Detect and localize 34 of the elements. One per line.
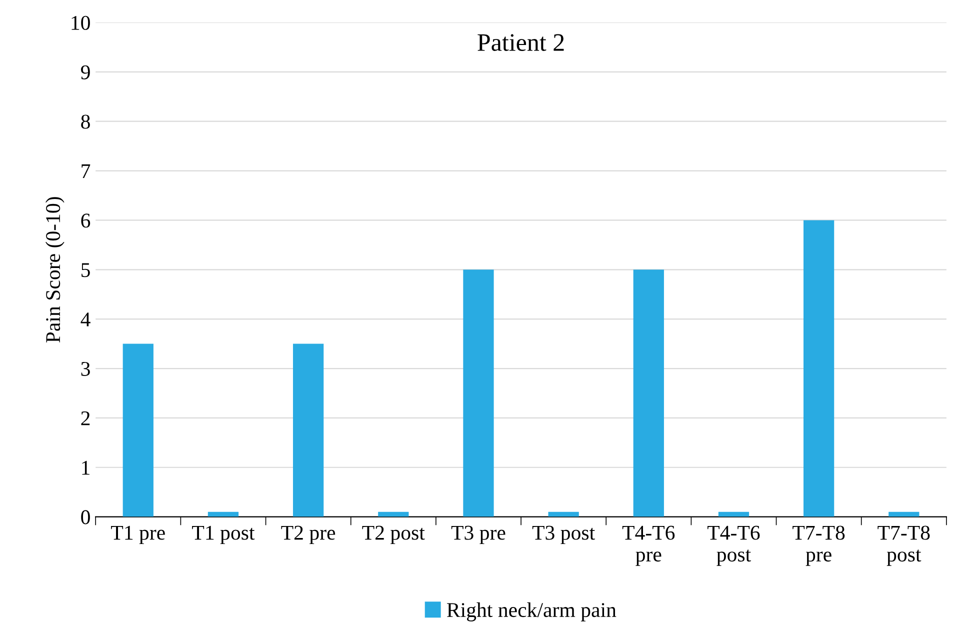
x-tick-label: T4-T6 post xyxy=(708,526,760,566)
x-tick-label: T1 post xyxy=(192,526,255,544)
chart-title: Patient 2 xyxy=(478,34,564,51)
y-tick-label: 3 xyxy=(81,362,90,376)
x-tick-label: T3 post xyxy=(532,526,595,544)
bar xyxy=(463,270,494,517)
y-tick-label: 6 xyxy=(81,214,90,228)
y-tick-label: 5 xyxy=(82,263,90,278)
bar xyxy=(804,220,834,517)
y-tick-label: 9 xyxy=(80,65,90,80)
y-tick-label: 8 xyxy=(81,114,90,129)
y-tick-label: 0 xyxy=(81,510,90,524)
bar xyxy=(208,512,239,517)
y-tick-label: 4 xyxy=(80,312,90,326)
x-tick-label: T2 pre xyxy=(281,526,336,544)
bar xyxy=(378,512,409,517)
x-tick-label: T3 pre xyxy=(451,526,506,544)
x-tick-label: T7-T8 pre xyxy=(792,526,845,566)
bar xyxy=(122,344,154,517)
x-tick-label: T4-T6 pre xyxy=(622,526,675,566)
y-axis-title: Pain Score (0-10) xyxy=(45,197,64,343)
x-tick-label: T7-T8 post xyxy=(878,526,930,566)
y-tick-label: 1 xyxy=(82,460,90,475)
x-tick-label: T1 pre xyxy=(111,526,165,544)
bar xyxy=(292,344,324,517)
y-tick-label: 10 xyxy=(72,16,90,30)
y-tick-label: 7 xyxy=(82,164,90,178)
bar xyxy=(888,512,920,517)
bar xyxy=(718,512,750,517)
legend-label: Right neck/arm pain xyxy=(446,602,616,622)
bar xyxy=(548,512,579,517)
x-tick-label: T2 post xyxy=(362,526,425,544)
y-tick-label: 2 xyxy=(81,411,90,426)
bar xyxy=(633,270,664,517)
